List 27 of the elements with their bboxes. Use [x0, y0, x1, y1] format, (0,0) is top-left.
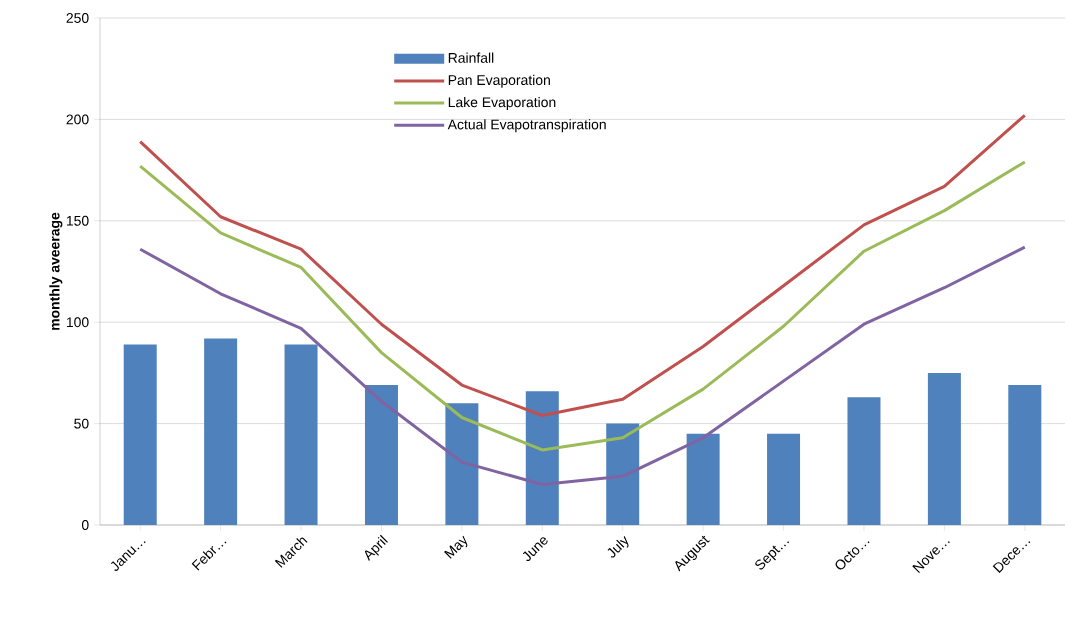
y-tick-label: 0	[81, 520, 89, 530]
legend-label: Pan Evaporation	[448, 74, 550, 88]
y-tick-label: 250	[66, 13, 89, 23]
bar	[123, 344, 157, 525]
bar	[525, 391, 559, 525]
y-tick-label: 50	[74, 418, 89, 429]
y-tick-label: 200	[66, 114, 89, 125]
bar	[927, 372, 961, 525]
bar	[284, 344, 318, 525]
line-series	[138, 113, 1027, 417]
y-tick-label: 100	[66, 317, 89, 328]
bar	[204, 338, 238, 525]
bar	[1008, 385, 1042, 525]
x-tick-label: July	[607, 536, 629, 558]
legend-label: Rainfall	[448, 52, 494, 63]
bar	[767, 433, 801, 525]
y-tick-label: 150	[66, 215, 89, 226]
legend-label: Lake Evaporation	[448, 96, 556, 110]
bar	[364, 385, 398, 525]
bar	[686, 433, 720, 525]
bar	[847, 397, 881, 525]
legend-label: Actual Evapotranspiration	[447, 119, 606, 133]
x-tick-label: May	[444, 535, 468, 559]
y-axis-title: monthly aveerage	[49, 212, 63, 330]
bar	[606, 423, 640, 525]
bar	[445, 403, 479, 525]
line-series	[138, 160, 1027, 452]
